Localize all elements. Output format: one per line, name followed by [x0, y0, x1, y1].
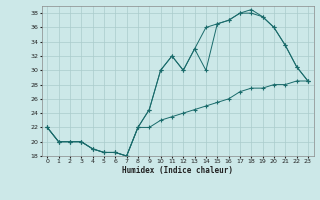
X-axis label: Humidex (Indice chaleur): Humidex (Indice chaleur): [122, 166, 233, 175]
